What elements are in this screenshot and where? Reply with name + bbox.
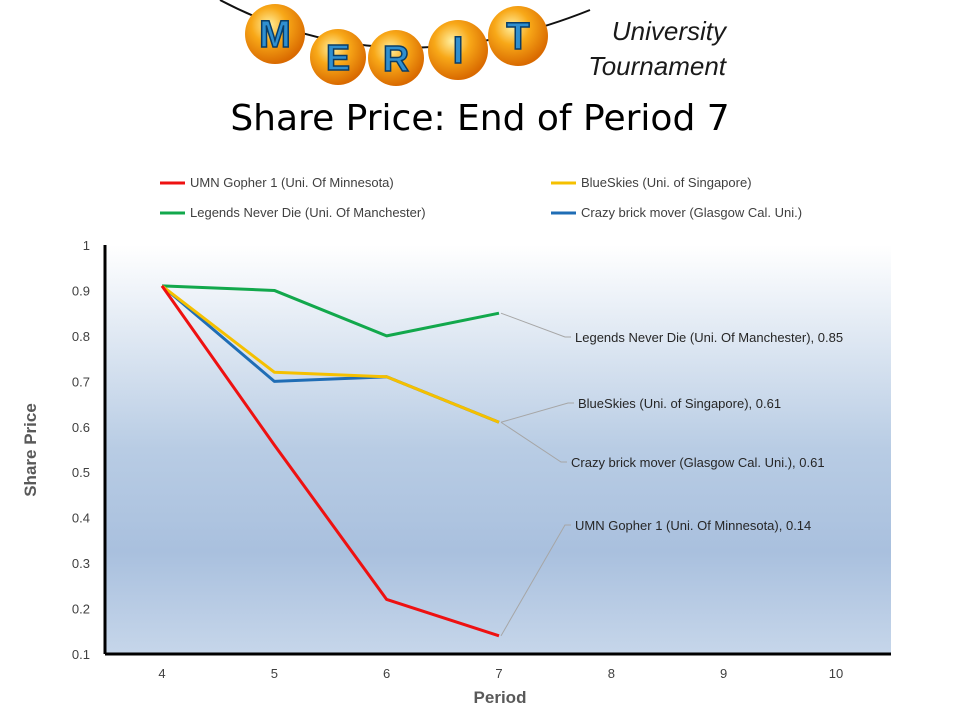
x-tick-label: 9 [720, 666, 727, 681]
svg-text:T: T [506, 16, 529, 58]
svg-text:R: R [383, 38, 409, 79]
y-tick-label: 0.5 [72, 465, 90, 480]
leader-line [500, 524, 571, 637]
y-tick-label: 0.8 [72, 329, 90, 344]
logo-orb-t: T [488, 6, 548, 66]
plot-area [105, 245, 891, 654]
leader-line [500, 421, 567, 463]
series-line [160, 285, 500, 638]
y-tick-label: 1 [83, 238, 90, 253]
legend-entry: UMN Gopher 1 (Uni. Of Minnesota) [190, 175, 394, 190]
series-lines [160, 284, 500, 638]
y-tick-label: 0.1 [72, 647, 90, 662]
svg-text:M: M [259, 14, 291, 56]
legend-entry: BlueSkies (Uni. of Singapore) [581, 175, 752, 190]
svg-text:E: E [326, 37, 350, 78]
logo-orb-i: I [428, 20, 488, 80]
y-tick-label: 0.2 [72, 602, 90, 617]
x-tick-label: 8 [608, 666, 615, 681]
y-tick-label: 0.7 [72, 374, 90, 389]
series-end-label: BlueSkies (Uni. of Singapore), 0.61 [578, 396, 781, 411]
series-end-label: Legends Never Die (Uni. Of Manchester), … [575, 330, 843, 345]
subtitle-line-1: University [611, 16, 726, 46]
legend-entry: Legends Never Die (Uni. Of Manchester) [190, 205, 426, 220]
x-tick-label: 10 [829, 666, 843, 681]
series-line [161, 284, 500, 424]
x-tick-label: 6 [383, 666, 390, 681]
chart-legend: UMN Gopher 1 (Uni. Of Minnesota) BlueSkie… [160, 175, 802, 220]
merit-logo: M E R I T [219, 0, 591, 86]
x-axis-title: Period [474, 688, 527, 707]
data-label-leader-lines [500, 312, 574, 637]
y-tick-label: 0.3 [72, 556, 90, 571]
x-tick-labels: 4 5 6 7 8 9 10 [158, 666, 843, 681]
legend-entry: Crazy brick mover (Glasgow Cal. Uni.) [581, 205, 802, 220]
page-title: Share Price: End of Period 7 [230, 98, 730, 139]
leader-line [500, 402, 574, 423]
y-tick-label: 0.6 [72, 420, 90, 435]
series-end-labels: UMN Gopher 1 (Uni. Of Minnesota), 0.14 Bl… [571, 330, 843, 533]
y-axis-title: Share Price [21, 403, 40, 497]
logo-orb-e: E [310, 29, 366, 85]
y-tick-labels: 1 0.9 0.8 0.7 0.6 0.5 0.4 0.3 0.2 0.1 [72, 238, 90, 662]
y-tick-label: 0.9 [72, 283, 90, 298]
logo-orb-m: M [245, 4, 305, 64]
logo-orb-r: R [368, 30, 424, 86]
leader-line [500, 312, 571, 338]
x-tick-label: 7 [495, 666, 502, 681]
series-line [161, 284, 500, 338]
svg-text:I: I [453, 30, 464, 72]
x-tick-label: 4 [158, 666, 165, 681]
series-end-label: Crazy brick mover (Glasgow Cal. Uni.), 0… [571, 455, 825, 470]
subtitle-line-2: Tournament [588, 51, 726, 81]
series-end-label: UMN Gopher 1 (Uni. Of Minnesota), 0.14 [575, 518, 811, 533]
x-tick-label: 5 [271, 666, 278, 681]
y-tick-label: 0.4 [72, 511, 90, 526]
tournament-subtitle: University Tournament [560, 14, 726, 84]
